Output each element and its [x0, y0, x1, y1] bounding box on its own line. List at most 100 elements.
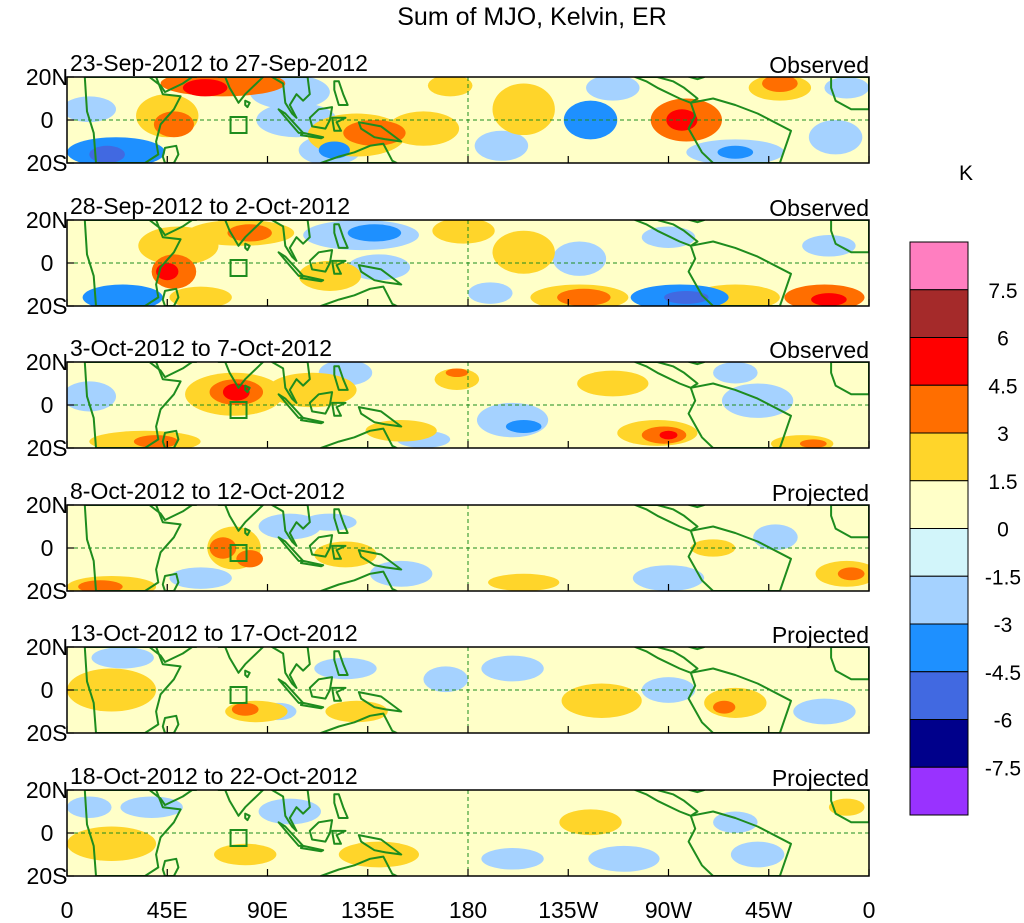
- colorbar-label: -6: [994, 710, 1013, 733]
- coastline: [830, 77, 869, 111]
- anomaly-contour: [762, 77, 798, 93]
- lon-label: 135W: [538, 897, 598, 923]
- anomaly-contour: [303, 513, 357, 531]
- colorbar-label: -3: [994, 614, 1013, 637]
- coastline: [83, 647, 182, 733]
- panel-5: 20N 0 20S 13-Oct-2012 to 17-Oct-2012 Project…: [26, 620, 870, 746]
- anomaly-contour: [586, 77, 640, 101]
- panel-4: 20N 0 20S 8-Oct-2012 to 12-Oct-2012 Projecte…: [26, 478, 870, 604]
- anomaly-contour: [559, 809, 622, 836]
- colorbar: 7.5 6 4.5 3 1.5 0 -1.5 -3 -4.5 -6 -7.5 K: [909, 162, 1021, 816]
- coastline: [357, 691, 403, 713]
- coastline: [244, 527, 251, 537]
- coastline: [83, 77, 182, 163]
- lon-label: 180: [449, 897, 487, 923]
- coastline: [634, 647, 699, 674]
- coastline: [271, 77, 311, 119]
- coastline: [634, 220, 699, 247]
- anomaly-contour: [802, 235, 856, 257]
- coastline: [271, 647, 311, 689]
- coastline: [686, 220, 706, 224]
- anomaly-contour: [153, 111, 194, 138]
- colorbar-swatch: [909, 575, 969, 625]
- lat-label: 20S: [27, 293, 68, 319]
- coastline: [277, 678, 305, 704]
- panel-date-range: 18-Oct-2012 to 22-Oct-2012: [70, 763, 358, 789]
- anomaly-contour: [664, 290, 709, 304]
- lat-label: 20N: [26, 492, 68, 518]
- coastline: [161, 572, 180, 591]
- coastline: [331, 829, 347, 845]
- coastline: [161, 287, 180, 306]
- colorbar-swatch: [909, 480, 969, 529]
- coastline: [161, 714, 180, 733]
- lon-label: 0: [863, 897, 876, 923]
- coastline: [687, 667, 792, 733]
- anomaly-contour: [236, 550, 264, 568]
- anomaly-contour: [837, 567, 865, 581]
- coastline: [244, 242, 251, 252]
- panel-date-range: 3-Oct-2012 to 7-Oct-2012: [70, 335, 332, 361]
- colorbar-swatch: [909, 766, 969, 816]
- anomaly-contour: [799, 439, 827, 448]
- anomaly-contour: [347, 224, 402, 242]
- anomaly-contour: [713, 362, 758, 384]
- anomaly-contour: [338, 841, 419, 868]
- anomaly-contour: [474, 130, 529, 161]
- anomaly-contour: [67, 796, 112, 818]
- coastline: [687, 240, 792, 306]
- anomaly-contour: [91, 647, 154, 669]
- coastline: [277, 108, 305, 134]
- anomaly-contour: [231, 702, 259, 716]
- colorbar-label: 6: [997, 328, 1009, 351]
- colorbar-swatch: [909, 623, 969, 673]
- coastline: [148, 220, 198, 237]
- lon-label: 90E: [247, 897, 288, 923]
- lat-label: 0: [41, 392, 54, 418]
- anomaly-contour: [214, 843, 277, 866]
- coastline: [686, 77, 706, 81]
- colorbar-label: 0: [997, 519, 1009, 542]
- anomaly-contour: [828, 798, 865, 816]
- coastline: [331, 116, 347, 132]
- anomaly-contour: [753, 524, 798, 551]
- panel-map: [67, 220, 869, 306]
- anomaly-contour: [298, 260, 362, 291]
- coastline: [244, 812, 251, 822]
- coastline: [685, 362, 706, 366]
- coastline: [299, 844, 325, 853]
- panel-date-range: 23-Sep-2012 to 27-Sep-2012: [70, 50, 368, 76]
- coastline: [357, 121, 403, 143]
- panel-date-range: 8-Oct-2012 to 12-Oct-2012: [70, 478, 345, 504]
- anomaly-contour: [67, 96, 117, 123]
- coastline: [161, 857, 180, 876]
- coastline: [685, 505, 706, 509]
- coastline: [687, 525, 792, 591]
- anomaly-contour: [561, 683, 642, 718]
- coastline: [299, 559, 325, 568]
- coastline: [161, 429, 180, 448]
- anomaly-contour: [713, 811, 758, 833]
- coastline: [634, 77, 699, 104]
- coastline: [685, 647, 706, 651]
- coastline: [333, 80, 349, 106]
- coastline: [299, 274, 325, 283]
- coastline: [830, 790, 869, 824]
- panel-status: Projected: [772, 480, 869, 506]
- panel-map: [67, 77, 869, 163]
- coastline: [83, 220, 182, 306]
- index-box: [229, 259, 248, 277]
- anomaly-contour: [445, 368, 468, 378]
- panel-map: [67, 790, 869, 876]
- panel-3: 20N 0 20S 3-Oct-2012 to 7-Oct-2012 Observed: [26, 335, 870, 461]
- coastline: [331, 259, 347, 275]
- lon-label: 90W: [645, 897, 693, 923]
- coastline: [277, 821, 305, 847]
- coastline: [299, 701, 325, 710]
- anomaly-contour: [557, 288, 611, 306]
- lat-label: 20N: [26, 349, 68, 375]
- anomaly-contour: [318, 141, 350, 159]
- lat-label: 20S: [27, 720, 68, 746]
- anomaly-contour: [369, 560, 433, 587]
